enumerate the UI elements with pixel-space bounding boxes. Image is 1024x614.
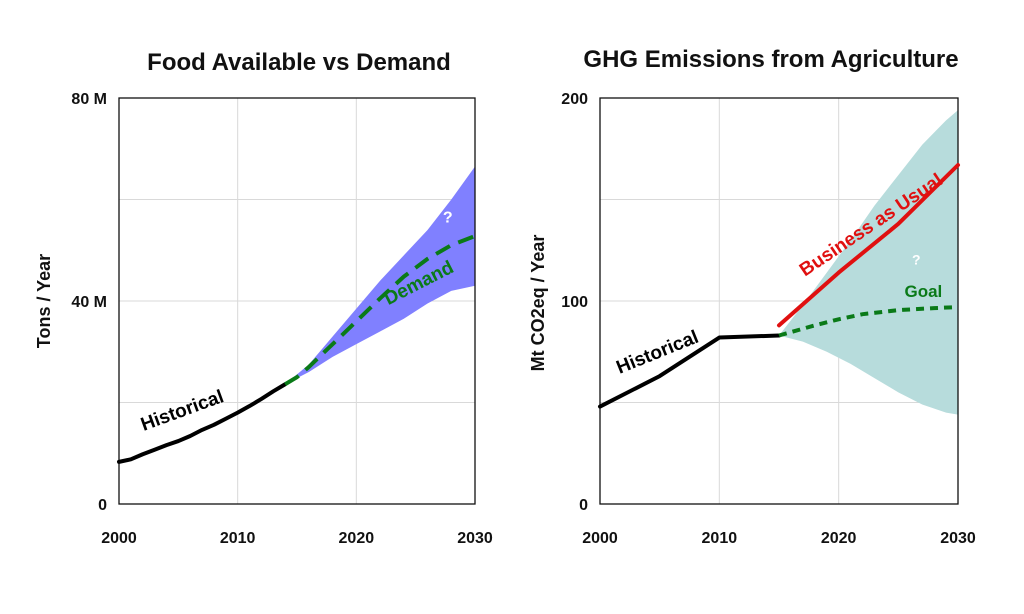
y-tick-label: 100 [561,294,588,311]
series-line-business-as-usual [777,162,960,328]
x-tick-label: 2020 [339,530,375,547]
axes-frame [118,97,476,505]
y-tick-label: 0 [579,497,588,514]
y-tick-label: 80 M [71,91,107,108]
x-tick-label: 2030 [457,530,493,547]
x-tick-label: 2010 [220,530,256,547]
series-line-historical [117,382,288,464]
series-line-goal [778,305,959,338]
y-tick-label: 200 [561,91,588,108]
y-tick-label: 0 [98,497,107,514]
series-line-demand [284,234,476,386]
uncertainty-band [779,110,958,415]
x-tick-label: 2000 [101,530,137,547]
axes-frame [599,97,959,505]
chart-title: GHG Emissions from Agriculture [583,46,958,73]
x-tick-label: 2000 [582,530,618,547]
uncertainty-band [285,166,475,385]
y-tick-label: 40 M [71,294,107,311]
x-tick-label: 2020 [821,530,857,547]
series-line-historical [598,333,781,409]
annotation-question-mark: ? [912,251,921,267]
chart-2: GHG Emissions from Agriculture Mt CO2eq /… [528,46,976,547]
chart-1: Food Available vs Demand Tons / Year 2000 2… [34,49,493,547]
annotation-goal: Goal [904,282,942,301]
x-tick-label: 2010 [702,530,738,547]
annotation-question-mark: ? [443,209,453,226]
y-axis-label: Tons / Year [34,254,54,348]
chart-title: Food Available vs Demand [147,49,451,76]
y-axis-label: Mt CO2eq / Year [528,235,548,372]
x-tick-label: 2030 [940,530,976,547]
